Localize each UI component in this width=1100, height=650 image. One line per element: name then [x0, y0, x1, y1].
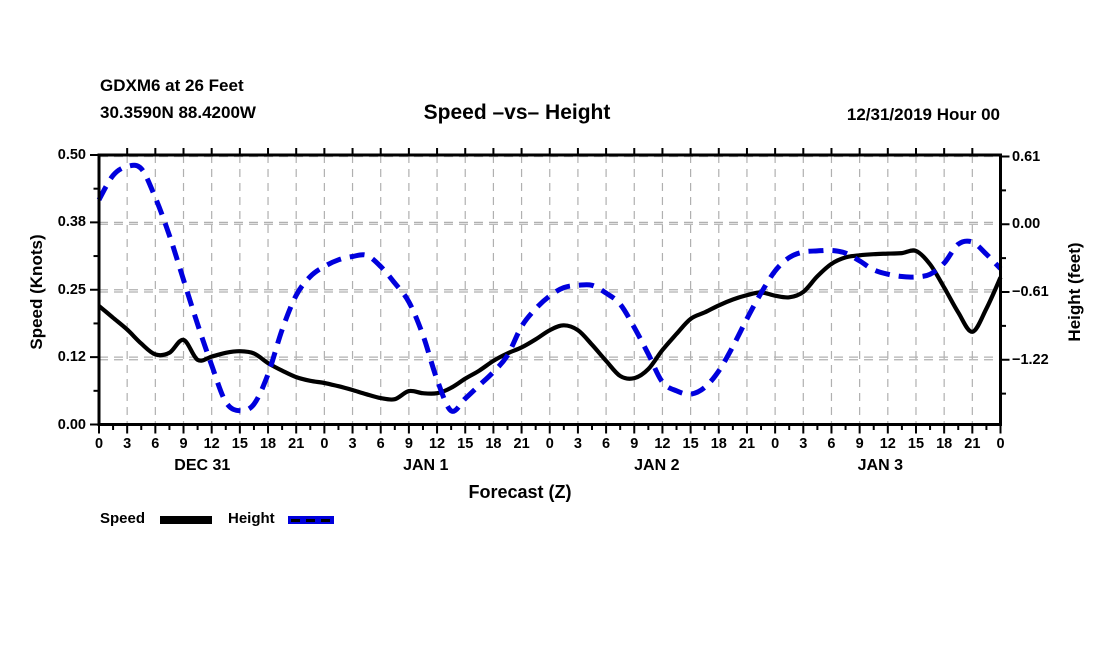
legend-label-speed: Speed — [100, 510, 146, 527]
day-label: JAN 1 — [403, 457, 449, 474]
right-tick-label: −0.61 — [1012, 284, 1049, 300]
height-curve — [96, 162, 1003, 414]
x-tick-label: 0 — [94, 436, 104, 452]
x-tick-label: 3 — [799, 436, 808, 452]
x-tick-label: 12 — [654, 436, 671, 452]
right-tick-label: 0.61 — [1012, 148, 1041, 165]
legend-label-height: Height — [228, 510, 275, 527]
x-tick-label: 15 — [682, 436, 699, 452]
legend-swatch-height — [288, 516, 334, 524]
x-tick-label: 12 — [203, 436, 220, 452]
chart-title: Speed –vs– Height — [423, 101, 611, 124]
x-tick-label: 15 — [231, 436, 248, 452]
right-tick-label: 0.00 — [1012, 216, 1041, 233]
x-tick-label: 21 — [738, 436, 756, 452]
x-tick-label: 6 — [151, 436, 160, 452]
left-tick-label: 0.50 — [57, 147, 86, 163]
x-tick-label: 15 — [907, 436, 925, 452]
x-tick-label: 3 — [573, 436, 582, 452]
x-tick-label: 9 — [855, 436, 864, 452]
speed-curve — [97, 248, 1003, 402]
x-tick-label: 0 — [320, 436, 329, 452]
x-tick-label: 6 — [827, 436, 836, 452]
x-tick-label: 0 — [996, 436, 1005, 452]
day-label: JAN 3 — [857, 457, 903, 474]
left-tick-label: 0.38 — [57, 214, 86, 231]
station-coordinates-line: 30.3590N 88.4200W — [100, 103, 256, 122]
x-tick-label: 12 — [428, 436, 446, 452]
x-tick-label: 9 — [179, 436, 188, 452]
x-tick-label: 3 — [348, 436, 357, 452]
legend-swatch-speed — [160, 516, 212, 524]
left-tick-label: 0.00 — [57, 416, 86, 433]
x-tick-label: 21 — [513, 436, 530, 452]
station-id-line: GDXM6 at 26 Feet — [100, 76, 244, 95]
x-tick-label: 6 — [602, 436, 611, 452]
x-tick-label: 3 — [123, 436, 132, 452]
x-tick-label: 9 — [630, 436, 639, 452]
x-tick-label: 0 — [771, 436, 780, 452]
x-tick-label: 18 — [936, 436, 953, 452]
forecast-datetime: 12/31/2019 Hour 00 — [846, 105, 1000, 124]
day-label: DEC 31 — [174, 457, 231, 474]
x-tick-label: 15 — [457, 436, 474, 452]
left-tick-label: 0.25 — [57, 281, 86, 298]
right-axis-title: Height (feet) — [1065, 242, 1084, 342]
right-tick-label: −1.22 — [1012, 351, 1049, 368]
x-tick-label: 6 — [376, 436, 385, 452]
x-tick-label: 9 — [404, 436, 413, 452]
x-tick-label: 0 — [545, 436, 554, 452]
x-tick-label: 18 — [259, 436, 277, 452]
x-axis-title: Forecast (Z) — [468, 482, 572, 502]
x-tick-label: 21 — [288, 436, 305, 452]
x-tick-label: 12 — [879, 436, 896, 452]
x-tick-label: 21 — [964, 436, 981, 452]
x-tick-label: 18 — [485, 436, 502, 452]
left-tick-label: 0.12 — [57, 349, 86, 366]
x-tick-label: 18 — [710, 436, 727, 452]
day-label: JAN 2 — [634, 457, 680, 474]
